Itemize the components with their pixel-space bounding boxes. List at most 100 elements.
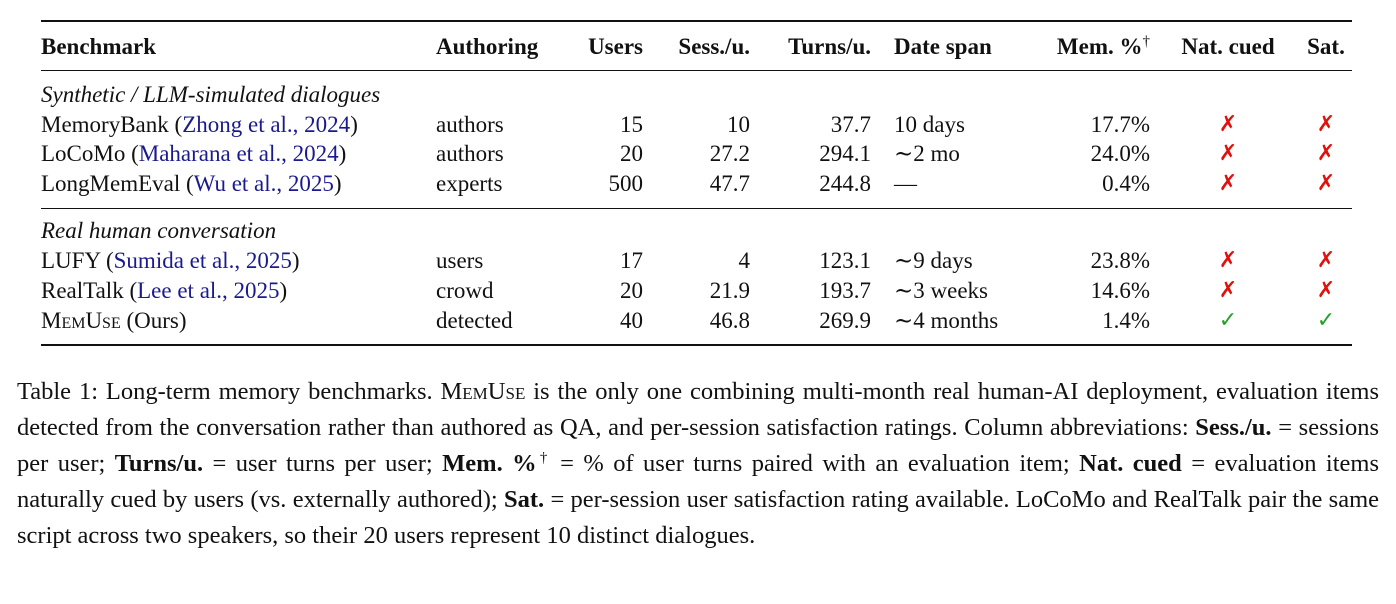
benchmark-label: LUFY — [41, 248, 101, 273]
ours-label: (Ours) — [126, 308, 187, 333]
citation-link[interactable]: Wu et al., 2025 — [193, 171, 334, 196]
users-cell: 20 — [620, 278, 643, 303]
cross-icon: ✗ — [1316, 171, 1336, 196]
mem-cell: 1.4% — [1102, 308, 1150, 333]
top-rule — [41, 20, 1352, 22]
caption-text: Table 1: Long-term memory benchmarks. — [17, 378, 441, 405]
header-mem-label: Mem. % — [1056, 34, 1143, 59]
authoring-cell: authors — [436, 112, 504, 137]
date-span-cell: ∼2 mo — [894, 141, 960, 166]
turns-cell: 294.1 — [819, 141, 871, 166]
benchmark-label: MemUse — [41, 308, 121, 333]
sess-cell: 4 — [738, 248, 751, 273]
mem-cell: 14.6% — [1090, 278, 1150, 303]
sess-cell: 21.9 — [709, 278, 750, 303]
authoring-cell: authors — [436, 141, 504, 166]
citation-link[interactable]: Sumida et al., 2025 — [113, 248, 292, 273]
benchmark-name: RealTalk (Lee et al., 2025) — [41, 276, 287, 306]
authoring-cell: users — [436, 248, 484, 273]
cross-icon: ✗ — [1218, 171, 1238, 196]
cross-icon: ✗ — [1218, 278, 1238, 303]
section-title-real: Real human conversation — [41, 218, 277, 243]
header-authoring: Authoring — [436, 34, 539, 59]
caption-benchmark-name: MemUse — [440, 378, 526, 405]
cite-paren: ) — [279, 278, 288, 303]
check-icon: ✓ — [1218, 308, 1238, 333]
cross-icon: ✗ — [1316, 141, 1336, 166]
benchmark-name: MemUse (Ours) — [41, 306, 187, 336]
caption-term: Mem. %† — [442, 450, 551, 477]
section-rule — [41, 208, 1352, 209]
bottom-rule — [41, 344, 1352, 346]
benchmark-label: LoCoMo — [41, 141, 126, 166]
benchmark-name: MemoryBank (Zhong et al., 2024) — [41, 110, 358, 140]
cross-icon: ✗ — [1218, 248, 1238, 273]
caption-text: = per-session user satisfaction rating a… — [17, 486, 1379, 549]
section-title-synthetic: Synthetic / LLM-simulated dialogues — [41, 82, 381, 107]
caption-term: Turns/u. — [114, 450, 204, 477]
benchmark-name: LongMemEval (Wu et al., 2025) — [41, 169, 342, 199]
caption-term: Sess./u. — [1195, 414, 1272, 441]
mem-cell: 23.8% — [1090, 248, 1150, 273]
cross-icon: ✗ — [1316, 278, 1336, 303]
cross-icon: ✗ — [1316, 248, 1336, 273]
sess-cell: 46.8 — [709, 308, 750, 333]
header-rule — [41, 70, 1352, 71]
authoring-cell: experts — [436, 171, 503, 196]
mem-cell: 24.0% — [1090, 141, 1150, 166]
users-cell: 500 — [608, 171, 644, 196]
header-nat-cued: Nat. cued — [1181, 34, 1275, 59]
cite-paren: ( — [174, 112, 183, 137]
cite-paren: ( — [186, 171, 194, 196]
users-cell: 15 — [620, 112, 643, 137]
users-cell: 17 — [620, 248, 643, 273]
dagger-mark: † — [1142, 33, 1151, 50]
citation-link[interactable]: Zhong et al., 2024 — [182, 112, 351, 137]
cross-icon: ✗ — [1218, 141, 1238, 166]
caption-text: is the only one combining multi-month re… — [17, 378, 1379, 441]
caption-text: = evaluation items naturally cued by use… — [17, 450, 1379, 513]
table-caption: Table 1: Long-term memory benchmarks. Me… — [17, 374, 1379, 554]
caption-text: = % of user turns paired with an evaluat… — [550, 450, 1080, 477]
cross-icon: ✗ — [1316, 112, 1336, 137]
citation-link[interactable]: Maharana et al., 2024 — [138, 141, 339, 166]
header-sat: Sat. — [1307, 34, 1345, 59]
dagger-mark: † — [536, 449, 551, 466]
header-sess: Sess./u. — [678, 34, 750, 59]
cite-paren: ) — [350, 112, 358, 137]
date-span-cell: 10 days — [894, 112, 965, 137]
caption-term: Sat. — [503, 486, 545, 513]
check-icon: ✓ — [1316, 308, 1336, 333]
benchmark-label: RealTalk — [41, 278, 124, 303]
turns-cell: 244.8 — [819, 171, 871, 196]
date-span-cell: ∼9 days — [894, 248, 973, 273]
date-span-cell: ∼3 weeks — [894, 278, 988, 303]
caption-text: = user turns per user; — [203, 450, 443, 477]
turns-cell: 123.1 — [819, 248, 871, 273]
header-date-span: Date span — [894, 34, 992, 59]
header-benchmark: Benchmark — [41, 34, 156, 59]
benchmark-name: LUFY (Sumida et al., 2025) — [41, 246, 300, 276]
sess-cell: 10 — [727, 112, 750, 137]
sess-cell: 27.2 — [709, 141, 750, 166]
citation-link[interactable]: Lee et al., 2025 — [137, 278, 280, 303]
cite-paren: ) — [333, 171, 342, 196]
mem-cell: 17.7% — [1090, 112, 1150, 137]
caption-text: = sessions per user; — [17, 414, 1380, 477]
benchmark-label: LongMemEval — [41, 171, 181, 196]
cite-paren: ( — [131, 141, 139, 166]
cross-icon: ✗ — [1218, 112, 1238, 137]
turns-cell: 193.7 — [819, 278, 871, 303]
sess-cell: 47.7 — [709, 171, 750, 196]
mem-cell: 0.4% — [1102, 171, 1150, 196]
users-cell: 20 — [620, 141, 643, 166]
header-users: Users — [588, 34, 643, 59]
cite-paren: ) — [291, 248, 300, 273]
users-cell: 40 — [620, 308, 643, 333]
cite-paren: ( — [129, 278, 138, 303]
cite-paren: ) — [338, 141, 347, 166]
date-span-cell: ∼4 months — [894, 308, 999, 333]
turns-cell: 269.9 — [819, 308, 871, 333]
header-turns: Turns/u. — [788, 34, 871, 59]
turns-cell: 37.7 — [830, 112, 871, 137]
